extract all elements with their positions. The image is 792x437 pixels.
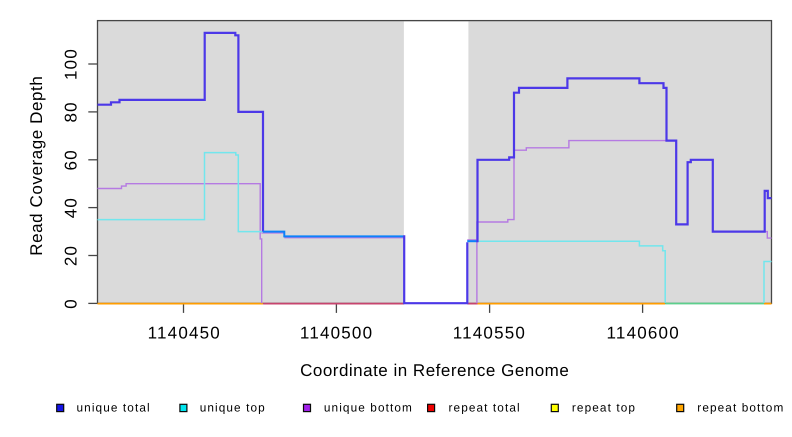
svg-text:unique total: unique total	[77, 400, 151, 414]
svg-text:repeat top: repeat top	[572, 400, 636, 414]
svg-text:0: 0	[61, 298, 80, 309]
svg-text:1140550: 1140550	[453, 323, 526, 342]
svg-text:100: 100	[61, 48, 80, 80]
svg-text:unique bottom: unique bottom	[324, 400, 413, 414]
svg-text:unique top: unique top	[200, 400, 266, 414]
svg-text:Read Coverage Depth: Read Coverage Depth	[27, 76, 46, 256]
svg-text:80: 80	[61, 101, 80, 122]
svg-text:20: 20	[61, 245, 80, 266]
svg-text:repeat bottom: repeat bottom	[697, 400, 784, 414]
svg-text:1140450: 1140450	[148, 323, 221, 342]
svg-text:60: 60	[61, 149, 80, 170]
svg-text:1140500: 1140500	[300, 323, 373, 342]
svg-text:1140600: 1140600	[607, 323, 680, 342]
svg-text:40: 40	[61, 197, 80, 218]
svg-text:Coordinate in Reference Genome: Coordinate in Reference Genome	[300, 361, 569, 380]
svg-text:repeat total: repeat total	[449, 400, 521, 414]
